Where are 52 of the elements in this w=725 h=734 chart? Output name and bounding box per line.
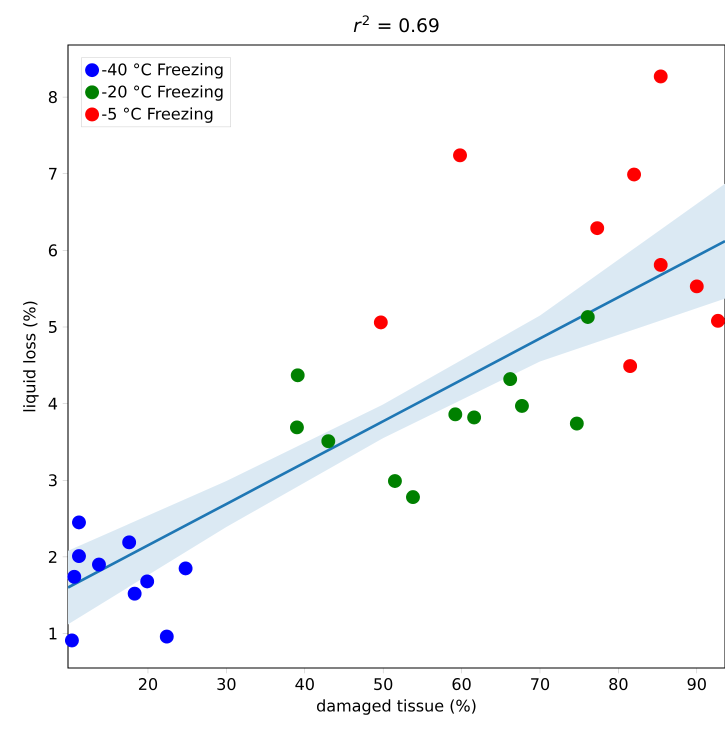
point [64,633,79,648]
legend-label: -20 °C Freezing [102,85,223,101]
x-axis-title: damaged tissue (%) [317,699,476,715]
point [570,416,584,430]
point [128,586,142,601]
point [590,221,604,236]
point [580,310,595,324]
point [627,168,642,182]
x-tick-label: 90 [688,678,706,690]
y-tick-label: 8 [48,91,57,104]
point [453,148,467,162]
point [140,574,154,588]
point [290,420,304,434]
y-tick-label: 3 [48,474,57,486]
point [623,359,638,374]
y-tick-label: 1 [50,628,56,640]
legend-label: -5 °C Freezing [102,107,212,123]
x-tick-label: 20 [138,678,158,690]
y-tick-label: 2 [48,550,56,563]
point [690,279,704,294]
y-tick-label: 4 [48,398,58,410]
point [92,558,106,572]
point [467,410,482,424]
point [448,407,462,422]
y-tick-label: 7 [49,168,57,180]
y-tick-label: 5 [49,321,57,333]
x-tick-label: 40 [295,678,314,690]
point [178,561,193,576]
x-tick-label: 70 [531,678,550,690]
point [654,258,668,272]
x-tick-label: 50 [374,678,392,690]
x-tick-label: 80 [609,678,628,690]
point [67,570,82,584]
point [503,372,518,386]
point [406,490,420,504]
point [388,474,402,488]
point [72,549,86,564]
y-axis-title: liquid loss (%) [23,302,39,412]
x-tick-label: 60 [452,678,471,690]
point [654,69,668,84]
point [515,398,529,413]
point [160,630,174,644]
chart-title: r$^{2}$ = 0.69 [354,15,439,32]
point [72,515,86,530]
line-series [68,240,725,589]
point [374,315,388,330]
point [321,434,336,448]
point [122,535,136,550]
point [290,368,305,382]
legend-label: -40 °C Freezing [102,63,223,79]
y-tick-label: 6 [48,244,57,256]
x-tick-label: 30 [217,678,236,690]
